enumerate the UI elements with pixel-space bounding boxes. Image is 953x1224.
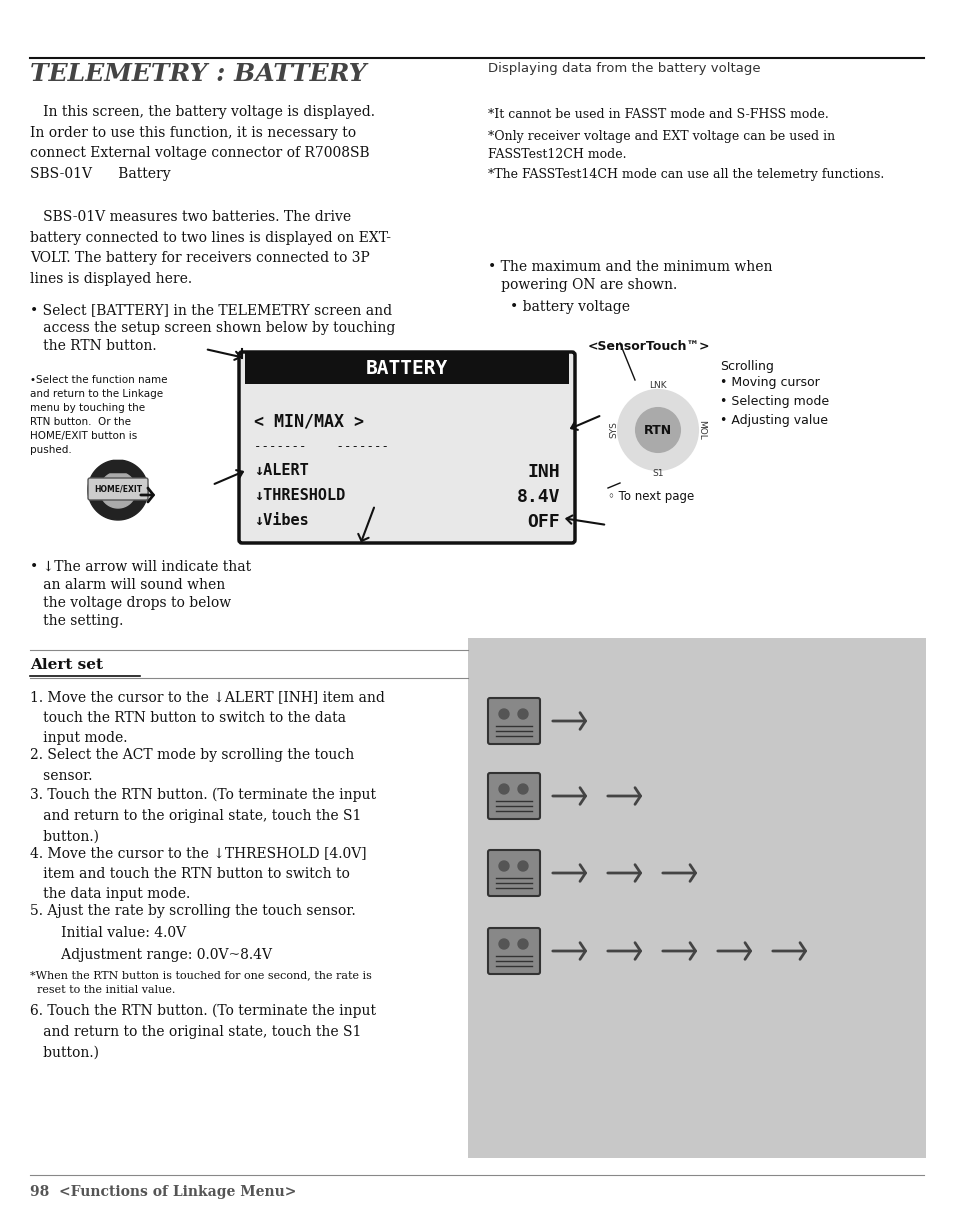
Text: 5. Ajust the rate by scrolling the touch sensor.: 5. Ajust the rate by scrolling the touch… <box>30 905 355 918</box>
Text: INH: INH <box>527 463 559 481</box>
FancyBboxPatch shape <box>488 774 539 819</box>
Circle shape <box>618 390 698 470</box>
Text: 3. Touch the RTN button. (To terminate the input
   and return to the original s: 3. Touch the RTN button. (To terminate t… <box>30 788 375 843</box>
Circle shape <box>636 408 679 452</box>
Text: 6. Touch the RTN button. (To terminate the input
   and return to the original s: 6. Touch the RTN button. (To terminate t… <box>30 1004 375 1060</box>
Polygon shape <box>100 474 136 508</box>
Text: the voltage drops to below: the voltage drops to below <box>30 596 231 610</box>
Text: ◦ To next page: ◦ To next page <box>607 490 694 503</box>
FancyBboxPatch shape <box>488 928 539 974</box>
Bar <box>245 353 568 384</box>
Text: -------    -------: ------- ------- <box>253 439 389 453</box>
Text: access the setup screen shown below by touching: access the setup screen shown below by t… <box>30 321 395 335</box>
Text: ↓Vibes: ↓Vibes <box>253 513 309 528</box>
Text: ↓ALERT: ↓ALERT <box>253 463 309 479</box>
Text: SYS: SYS <box>609 421 618 438</box>
Text: MOL: MOL <box>697 420 706 439</box>
Text: powering ON are shown.: powering ON are shown. <box>488 278 677 293</box>
Circle shape <box>517 939 527 949</box>
Polygon shape <box>88 460 148 520</box>
Text: 8.4V: 8.4V <box>516 488 559 506</box>
FancyBboxPatch shape <box>488 849 539 896</box>
Text: • battery voltage: • battery voltage <box>510 300 629 315</box>
Circle shape <box>517 785 527 794</box>
Text: *It cannot be used in FASST mode and S-FHSS mode.: *It cannot be used in FASST mode and S-F… <box>488 108 828 121</box>
Text: *Only receiver voltage and EXT voltage can be used in
FASSTest12CH mode.: *Only receiver voltage and EXT voltage c… <box>488 130 834 162</box>
Text: RTN: RTN <box>643 424 671 437</box>
Circle shape <box>498 939 509 949</box>
Text: •Select the function name
and return to the Linkage
menu by touching the
RTN but: •Select the function name and return to … <box>30 375 168 455</box>
FancyBboxPatch shape <box>88 479 148 499</box>
Text: *The FASSTest14CH mode can use all the telemetry functions.: *The FASSTest14CH mode can use all the t… <box>488 168 883 181</box>
FancyBboxPatch shape <box>488 698 539 744</box>
Text: • Moving cursor
• Selecting mode
• Adjusting value: • Moving cursor • Selecting mode • Adjus… <box>720 376 828 427</box>
Text: the setting.: the setting. <box>30 614 123 628</box>
Text: the RTN button.: the RTN button. <box>30 339 156 353</box>
Circle shape <box>517 709 527 718</box>
Text: Scrolling: Scrolling <box>720 360 773 373</box>
Text: 4. Move the cursor to the ↓THRESHOLD [4.0V]
   item and touch the RTN button to : 4. Move the cursor to the ↓THRESHOLD [4.… <box>30 846 366 901</box>
Text: SBS-01V measures two batteries. The drive
battery connected to two lines is disp: SBS-01V measures two batteries. The driv… <box>30 211 391 285</box>
Text: Alert set: Alert set <box>30 659 103 672</box>
Text: Adjustment range: 0.0V~8.4V: Adjustment range: 0.0V~8.4V <box>48 949 272 962</box>
Text: LNK: LNK <box>648 382 666 390</box>
Text: • The maximum and the minimum when: • The maximum and the minimum when <box>488 259 772 274</box>
Text: *When the RTN button is touched for one second, the rate is
  reset to the initi: *When the RTN button is touched for one … <box>30 969 372 995</box>
Text: an alarm will sound when: an alarm will sound when <box>30 578 225 592</box>
FancyBboxPatch shape <box>239 353 575 543</box>
Text: 2. Select the ACT mode by scrolling the touch
   sensor.: 2. Select the ACT mode by scrolling the … <box>30 748 354 782</box>
Text: S1: S1 <box>652 470 663 479</box>
Text: 1. Move the cursor to the ↓ALERT [INH] item and
   touch the RTN button to switc: 1. Move the cursor to the ↓ALERT [INH] i… <box>30 690 384 745</box>
Text: • ↓The arrow will indicate that: • ↓The arrow will indicate that <box>30 561 251 574</box>
Text: Displaying data from the battery voltage: Displaying data from the battery voltage <box>488 62 760 75</box>
Circle shape <box>498 709 509 718</box>
Text: ↓THRESHOLD: ↓THRESHOLD <box>253 488 345 503</box>
Text: TELEMETRY : BATTERY: TELEMETRY : BATTERY <box>30 62 366 86</box>
Text: Initial value: 4.0V: Initial value: 4.0V <box>48 927 186 940</box>
Text: • Select [BATTERY] in the TELEMETRY screen and: • Select [BATTERY] in the TELEMETRY scre… <box>30 304 392 317</box>
Text: 98  <Functions of Linkage Menu>: 98 <Functions of Linkage Menu> <box>30 1185 296 1200</box>
Text: In this screen, the battery voltage is displayed.
In order to use this function,: In this screen, the battery voltage is d… <box>30 105 375 181</box>
Circle shape <box>498 785 509 794</box>
Circle shape <box>498 860 509 871</box>
Text: OFF: OFF <box>527 513 559 531</box>
Text: BATTERY: BATTERY <box>366 359 448 377</box>
Text: HOME/EXIT: HOME/EXIT <box>93 485 142 493</box>
Text: <SensorTouch™>: <SensorTouch™> <box>587 340 710 353</box>
Bar <box>468 638 925 1158</box>
Circle shape <box>517 860 527 871</box>
Text: < MIN/MAX >: < MIN/MAX > <box>253 412 364 431</box>
